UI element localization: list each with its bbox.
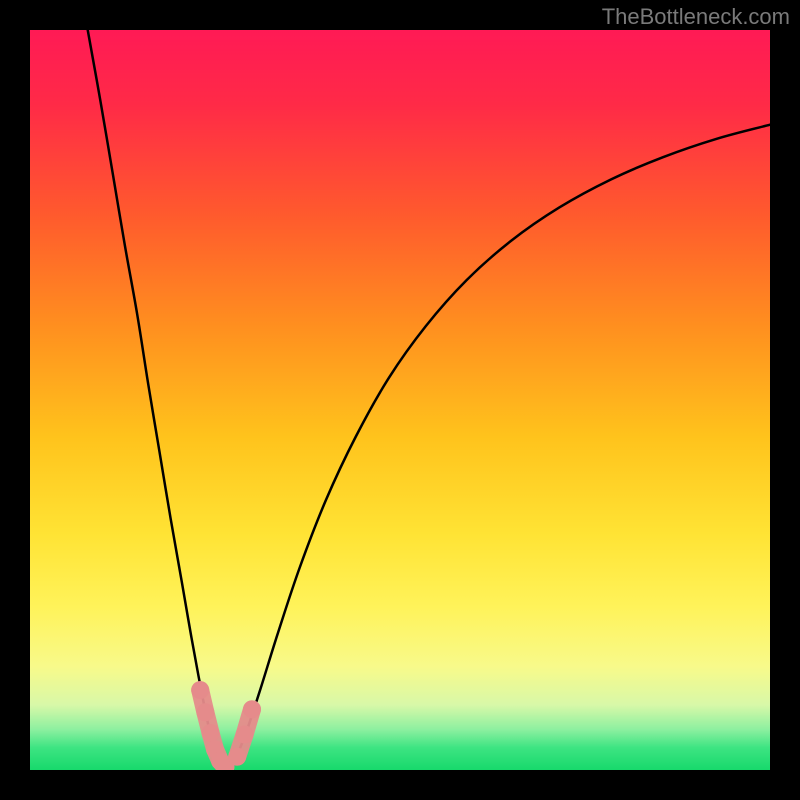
plot-area bbox=[30, 30, 770, 770]
valley-markers-right bbox=[228, 700, 261, 765]
curve-left-branch bbox=[88, 30, 226, 769]
curve-right-branch bbox=[225, 125, 770, 769]
valley-markers-left bbox=[191, 681, 234, 770]
plot-svg bbox=[30, 30, 770, 770]
chart-container: TheBottleneck.com bbox=[0, 0, 800, 800]
watermark-text: TheBottleneck.com bbox=[602, 4, 790, 30]
